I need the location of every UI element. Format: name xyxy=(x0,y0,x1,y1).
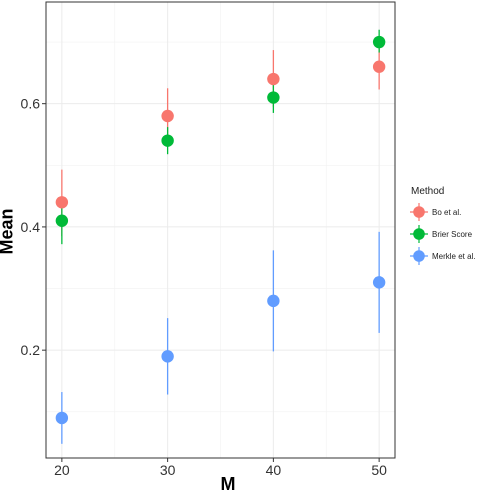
y-tick-label: 0.4 xyxy=(21,219,41,235)
axis-tick-labels: 20 30 40 50 0.2 0.4 0.6 xyxy=(21,96,388,478)
data-point-merkle-et-al xyxy=(267,294,280,308)
data-point-brier-score xyxy=(372,35,386,49)
legend-item-bo-et-al: Bo et al. xyxy=(408,201,484,223)
data-point-brier-score xyxy=(55,214,69,227)
legend-label: Merkle et al. xyxy=(432,251,476,261)
legend-key-bo-et-al xyxy=(408,201,430,223)
y-tick-label: 0.2 xyxy=(21,342,41,358)
legend-key-brier-score xyxy=(408,223,430,245)
axis-ticks xyxy=(42,103,380,462)
legend-item-merkle-et-al: Merkle et al. xyxy=(408,245,484,267)
x-tick-label: 30 xyxy=(160,462,176,478)
data-point-brier-score xyxy=(267,91,280,104)
legend-title: Method xyxy=(411,186,445,197)
data-point-merkle-et-al xyxy=(161,350,174,363)
data-point-brier-score xyxy=(161,134,174,147)
data-point-bo-et-al xyxy=(372,60,386,73)
legend-item-brier-score: Brier Score xyxy=(408,223,484,245)
x-tick-label: 20 xyxy=(54,462,70,478)
minor-gridlines xyxy=(46,2,395,458)
y-tick-label: 0.6 xyxy=(21,96,41,112)
legend-key-merkle-et-al xyxy=(408,245,430,267)
data-point-bo-et-al xyxy=(267,72,280,86)
y-axis-title: Mean xyxy=(0,208,17,255)
x-tick-label: 40 xyxy=(266,462,282,478)
data-point-merkle-et-al xyxy=(55,411,69,425)
data-point-bo-et-al xyxy=(161,109,174,123)
data-point-bo-et-al xyxy=(55,196,69,209)
legend-label: Brier Score xyxy=(432,229,473,239)
legend: Method Bo et al. Brier Score Merkle et al. xyxy=(408,186,484,267)
legend-label: Bo et al. xyxy=(432,207,462,217)
x-tick-label: 50 xyxy=(371,462,387,478)
data-points xyxy=(55,35,386,425)
x-axis-title: M xyxy=(220,474,236,494)
data-point-merkle-et-al xyxy=(372,276,386,289)
panel-border xyxy=(45,1,396,459)
